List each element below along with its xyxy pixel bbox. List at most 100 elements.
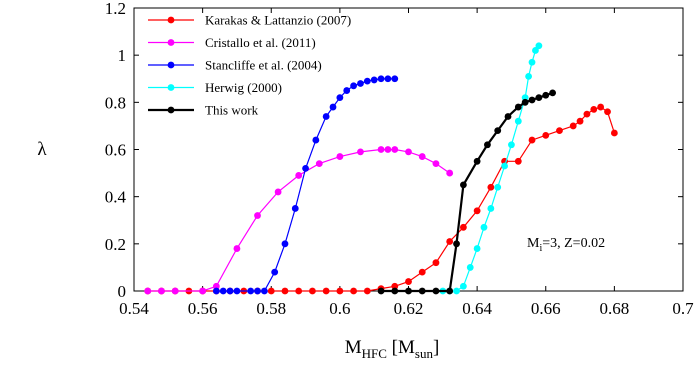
- data-point: [267, 287, 275, 295]
- data-point: [460, 282, 467, 290]
- y-tick-label: 0.6: [105, 141, 126, 160]
- series-karakas-lattanzio-2007: [144, 103, 618, 295]
- data-point: [542, 131, 550, 139]
- data-point: [247, 287, 255, 295]
- annotation-sub: i: [539, 243, 542, 254]
- data-point: [281, 287, 289, 295]
- y-tick-label: 0.4: [105, 188, 127, 207]
- data-point: [583, 110, 591, 118]
- x-tick-label: 0.54: [119, 299, 149, 318]
- data-point: [418, 268, 426, 276]
- y-tick-label: 1.2: [105, 0, 126, 18]
- data-point: [460, 223, 467, 231]
- data-point: [514, 117, 522, 125]
- data-point: [363, 287, 371, 295]
- y-tick-label: 0.2: [105, 235, 126, 254]
- data-point: [535, 94, 543, 102]
- data-point: [432, 259, 440, 267]
- data-point: [309, 287, 316, 295]
- data-point: [528, 58, 536, 66]
- legend-entry: Stancliffe et al. (2004): [148, 58, 322, 73]
- data-point: [549, 89, 557, 97]
- legend-swatch-marker: [167, 39, 175, 46]
- legend-swatch-marker: [167, 61, 175, 69]
- data-point: [391, 282, 399, 290]
- x-tick-label: 0.7: [672, 299, 694, 318]
- y-tick-label: 0.8: [105, 93, 126, 112]
- data-point: [597, 103, 605, 111]
- data-point: [432, 160, 440, 168]
- data-point: [446, 169, 454, 177]
- legend-swatch-marker: [167, 84, 175, 91]
- data-point: [233, 245, 241, 252]
- data-point: [494, 183, 502, 191]
- data-point: [453, 240, 460, 248]
- data-point: [291, 205, 299, 212]
- data-point: [501, 162, 508, 170]
- data-point: [405, 278, 412, 285]
- data-point: [556, 127, 563, 135]
- data-point: [405, 287, 412, 295]
- x-axis-title-main: M: [345, 337, 362, 358]
- series-stancliffe-et-al-2004: [212, 75, 399, 295]
- y-axis-title: λ: [37, 139, 47, 160]
- data-point: [322, 113, 330, 120]
- data-point: [281, 240, 289, 248]
- x-axis-title-close: ]: [433, 337, 439, 358]
- annotation-rest: =3, Z=0.02: [542, 236, 605, 251]
- data-point: [487, 205, 495, 212]
- data-point: [226, 287, 234, 295]
- data-point: [504, 113, 512, 120]
- data-point: [528, 136, 536, 144]
- data-point: [466, 264, 474, 271]
- data-point: [473, 157, 481, 165]
- data-point: [377, 287, 385, 295]
- data-point: [350, 82, 357, 90]
- data-point: [391, 75, 399, 83]
- legend-swatch-marker: [167, 106, 175, 114]
- legend-label: Herwig (2000): [205, 80, 282, 95]
- data-point: [219, 287, 227, 295]
- data-point: [446, 287, 454, 295]
- data-point: [521, 98, 529, 106]
- legend-label: This work: [205, 103, 259, 118]
- data-point: [446, 238, 454, 245]
- x-tick-label: 0.58: [256, 299, 286, 318]
- data-point: [350, 287, 357, 295]
- series-this-work: [377, 89, 557, 295]
- data-point: [418, 287, 426, 295]
- data-point: [391, 146, 399, 153]
- data-point: [542, 91, 550, 99]
- x-axis-title-unit-sub: sun: [415, 346, 434, 361]
- data-point: [336, 94, 344, 102]
- data-point: [384, 75, 392, 83]
- legend-entry: Herwig (2000): [148, 80, 282, 95]
- data-point: [610, 129, 618, 137]
- x-tick-label: 0.68: [600, 299, 630, 318]
- data-point: [576, 117, 584, 125]
- data-point: [473, 245, 481, 252]
- x-axis-title: MHFC [Msun]: [345, 337, 440, 361]
- data-point: [212, 287, 220, 295]
- data-point: [514, 103, 522, 111]
- data-point: [343, 87, 351, 94]
- data-point: [336, 287, 344, 295]
- data-point: [391, 287, 399, 295]
- y-tick-label: 0: [118, 282, 127, 301]
- data-point: [357, 80, 364, 87]
- data-point: [525, 72, 532, 80]
- data-point: [384, 146, 392, 153]
- data-point: [212, 282, 220, 290]
- series-line: [381, 91, 553, 293]
- y-tick-label: 1: [118, 46, 127, 65]
- x-tick-label: 0.56: [188, 299, 218, 318]
- data-point: [233, 287, 241, 295]
- data-point: [336, 153, 344, 160]
- data-point: [254, 212, 261, 219]
- x-tick-label: 0.66: [531, 299, 561, 318]
- annotation: Mi=3, Z=0.02: [527, 236, 605, 254]
- data-point: [484, 141, 491, 149]
- data-point: [315, 160, 323, 168]
- data-point: [271, 268, 279, 276]
